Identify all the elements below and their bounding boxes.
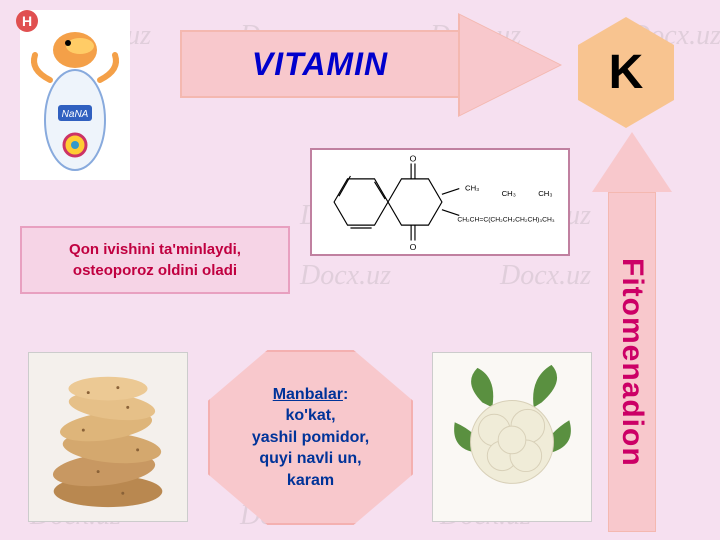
sources-heading: Manbalar	[273, 386, 343, 403]
sources-colon: :	[343, 386, 348, 403]
chem-o-top: O	[410, 154, 417, 164]
chem-chain: CH₂CH=C(CH₂CH₂CH₂CH)₃CH₃	[457, 216, 555, 223]
chem-ch3-b: CH₃	[502, 189, 516, 198]
h-badge: H	[16, 10, 38, 32]
cauliflower-image	[432, 352, 592, 522]
sources-box: Manbalar: ko'kat, yashil pomidor, quyi n…	[208, 350, 413, 525]
mascot-image: NaNA	[20, 10, 130, 180]
title-bar: VITAMIN	[180, 30, 460, 98]
chemical-structure: O O CH₃ CH₃ CH₃ CH₂CH=C(CH₂CH₂CH₂CH)₃CH₃	[310, 148, 570, 256]
chem-ch3-a: CH₃	[465, 183, 479, 192]
chem-o-bot: O	[410, 242, 417, 252]
description-line: Qon ivishini ta'minlaydi,	[69, 239, 241, 260]
sources-item: karam	[287, 470, 334, 492]
chem-ch3-c: CH₃	[538, 189, 552, 198]
description-line: osteoporoz oldini oladi	[73, 260, 237, 281]
sources-item: ko'kat,	[285, 405, 335, 427]
svg-text:NaNA: NaNA	[62, 109, 89, 120]
vertical-arrow-label: Fitomenadion	[615, 258, 649, 467]
title-arrow	[460, 15, 560, 115]
title-text: VITAMIN	[252, 46, 388, 83]
watermark: Docx.uz	[500, 260, 591, 292]
vitamin-letter-hexagon: K	[578, 45, 674, 100]
vertical-arrow-shaft: Fitomenadion	[608, 192, 656, 532]
sources-item: yashil pomidor,	[252, 427, 369, 449]
description-box: Qon ivishini ta'minlaydi, osteoporoz old…	[20, 226, 290, 294]
bread-image	[28, 352, 188, 522]
watermark: Docx.uz	[300, 260, 391, 292]
sources-item: quyi navli un,	[259, 448, 361, 470]
vitamin-letter: K	[609, 45, 644, 100]
vertical-arrow-head	[592, 132, 672, 192]
